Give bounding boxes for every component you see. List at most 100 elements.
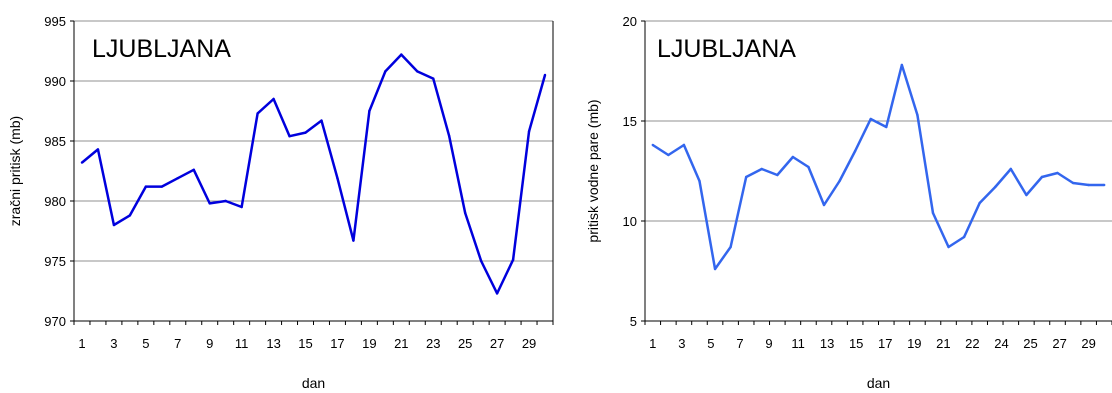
data-point (511, 258, 515, 261)
x-tick-label: 19 (362, 336, 376, 351)
data-point (176, 177, 179, 180)
data-point (384, 70, 387, 73)
x-tick-label: 22 (965, 336, 979, 351)
series-line (81, 53, 547, 295)
data-point (791, 155, 795, 159)
x-axis-label: dan (867, 375, 890, 391)
data-point (304, 131, 307, 134)
data-point (822, 203, 826, 207)
data-point (978, 201, 981, 205)
x-tick-label: 11 (791, 336, 805, 351)
data-point (1103, 183, 1106, 187)
data-point (463, 211, 467, 215)
data-point (368, 109, 371, 113)
data-point (336, 177, 339, 180)
data-point (400, 53, 403, 56)
x-tick-label: 11 (235, 336, 249, 351)
data-point (256, 112, 259, 115)
data-point (1009, 167, 1013, 171)
data-point (916, 113, 919, 117)
data-point (320, 119, 323, 122)
data-point (682, 143, 686, 147)
x-tick-label: 9 (206, 336, 213, 351)
data-point (744, 175, 748, 179)
chart-title: LJUBLJANA (92, 35, 231, 63)
data-point (272, 97, 275, 101)
data-point (192, 168, 195, 171)
x-tick-label: 21 (936, 336, 950, 351)
data-point (495, 292, 499, 295)
x-tick-label: 23 (426, 336, 440, 351)
data-point (838, 179, 841, 183)
y-tick-label: 975 (44, 254, 66, 269)
x-tick-label: 17 (878, 336, 892, 351)
x-tick-label: 1 (649, 336, 656, 351)
data-point (527, 130, 531, 133)
x-tick-label: 5 (142, 336, 149, 351)
x-tick-label: 27 (490, 336, 504, 351)
data-point (416, 70, 419, 73)
y-tick-label: 970 (44, 314, 66, 329)
data-point (288, 135, 291, 138)
data-point (869, 117, 872, 121)
data-point (128, 214, 132, 217)
x-tick-label: 24 (994, 336, 1008, 351)
data-point (160, 185, 164, 188)
x-tick-label: 25 (1023, 336, 1037, 351)
data-point (651, 143, 654, 147)
data-point (1056, 171, 1059, 175)
x-tick-label: 27 (1052, 336, 1066, 351)
data-point (931, 211, 935, 215)
y-tick-label: 990 (44, 74, 66, 89)
y-axis-label: pritisk vodne pare (mb) (585, 99, 601, 242)
data-point (479, 259, 483, 263)
x-tick-label: 15 (298, 336, 312, 351)
y-tick-label: 5 (630, 314, 637, 329)
x-tick-label: 3 (678, 336, 685, 351)
x-tick-label: 13 (820, 336, 834, 351)
series-line (652, 63, 1105, 271)
x-tick-label: 3 (110, 336, 117, 351)
data-point (208, 202, 211, 205)
x-tick-label: 7 (174, 336, 181, 351)
data-point (144, 185, 148, 188)
y-tick-label: 985 (44, 134, 66, 149)
x-tick-label: 29 (1081, 336, 1095, 351)
data-point (96, 148, 100, 151)
data-point (776, 173, 779, 177)
data-point (352, 239, 355, 242)
data-point (448, 135, 451, 138)
y-tick-label: 20 (623, 14, 637, 29)
data-point (698, 179, 701, 183)
y-tick-label: 995 (44, 14, 66, 29)
data-point (962, 235, 966, 239)
data-point (1040, 175, 1044, 179)
x-axis-label: dan (302, 375, 325, 391)
data-point (1087, 183, 1090, 187)
x-tick-label: 21 (394, 336, 408, 351)
data-point (667, 153, 670, 157)
data-point (994, 185, 997, 189)
data-point (713, 267, 717, 271)
x-tick-label: 29 (522, 336, 536, 351)
data-point (240, 205, 243, 209)
x-tick-label: 5 (707, 336, 714, 351)
data-point (112, 223, 116, 227)
data-point (760, 167, 763, 171)
data-point (807, 165, 810, 169)
data-point (947, 245, 950, 249)
x-tick-label: 13 (266, 336, 280, 351)
x-tick-label: 19 (907, 336, 921, 351)
y-tick-label: 15 (623, 114, 637, 129)
y-axis-label: zračni pritisk (mb) (7, 116, 23, 226)
data-point (432, 77, 435, 80)
y-tick-label: 10 (623, 214, 637, 229)
y-tick-label: 980 (44, 194, 66, 209)
data-point (224, 199, 227, 203)
data-point (729, 245, 732, 249)
data-point (885, 125, 888, 129)
data-point (1071, 181, 1075, 185)
data-point (1025, 193, 1028, 197)
x-tick-label: 15 (849, 336, 863, 351)
